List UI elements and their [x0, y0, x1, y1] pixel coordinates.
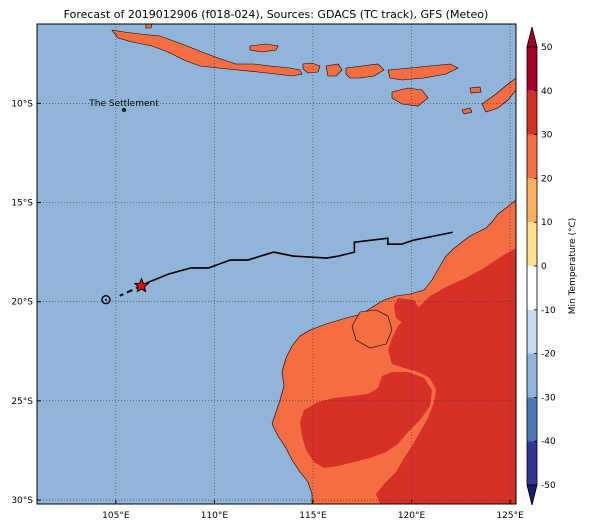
- landmass-lombok: [325, 63, 343, 77]
- y-tick-label: 30°S: [11, 496, 33, 506]
- forecast-position-marker: [101, 295, 111, 305]
- forecast-ring: [101, 295, 111, 305]
- landmass-madura: [249, 43, 279, 53]
- landmass-java: [111, 29, 303, 77]
- landmass-islet-north: [145, 24, 153, 29]
- storm-track-line: [141, 231, 454, 287]
- christmas-island: [121, 107, 127, 113]
- colorbar-band: [527, 222, 537, 266]
- colorbar-band: [527, 134, 537, 179]
- temperature-colorbar: 50 40 30 20 10 0 -10 -20 -30 -40 -50: [526, 26, 556, 506]
- map-gridlines: [37, 24, 516, 504]
- colorbar-band: [527, 266, 537, 310]
- star-icon: [133, 277, 150, 293]
- x-tick-label: 110°E: [201, 511, 229, 521]
- colorbar-title: Min Temperature (°C): [568, 218, 578, 315]
- colorbar-tick-label: -10: [541, 306, 556, 316]
- y-tick-label: 10°S: [11, 99, 33, 109]
- x-axis-ticks: 105°E 110°E 115°E 120°E 125°E: [102, 500, 524, 521]
- y-tick-label: 15°S: [11, 199, 33, 209]
- colorbar-tick-label: 10: [541, 218, 553, 228]
- map-plot-area: The Settlement: [37, 24, 516, 504]
- colorbar-tick-label: 0: [541, 262, 547, 272]
- y-axis-ticks: 10°S 15°S 20°S 25°S 30°S: [11, 99, 41, 506]
- colorbar-tick-label: 50: [541, 43, 553, 53]
- colorbar-tick-label: 20: [541, 174, 553, 184]
- y-tick-label: 25°S: [11, 397, 33, 407]
- colorbar-extend-bottom: [526, 484, 538, 506]
- x-tick-label: 115°E: [299, 511, 327, 521]
- x-tick-label: 125°E: [496, 511, 524, 521]
- x-tick-label: 105°E: [102, 511, 130, 521]
- colorbar-band: [527, 353, 537, 398]
- colorbar-band: [527, 309, 537, 354]
- current-position-star-icon: [133, 277, 150, 293]
- landmass-sumbawa: [345, 63, 385, 79]
- colorbar-tick-label: -20: [541, 350, 556, 360]
- colorbar-band: [527, 47, 537, 91]
- map-title: Forecast of 2019012906 (f018-024), Sourc…: [64, 8, 489, 21]
- map-frame: [36, 23, 517, 505]
- landmass-savu: [469, 86, 482, 94]
- colorbar-band: [527, 397, 537, 442]
- australia-hot-zone-north: [376, 248, 516, 504]
- colorbar-tick-label: -40: [541, 437, 556, 447]
- australia-warm-patch-pilbara: [351, 309, 393, 349]
- place-label-the-settlement: The Settlement: [88, 99, 159, 109]
- colorbar-tick-label: -50: [541, 481, 556, 491]
- landmass-sumba: [391, 87, 429, 107]
- landmass-flores: [387, 63, 459, 81]
- colorbar-tick-label: 40: [541, 87, 553, 97]
- landmass-roti: [461, 107, 473, 115]
- colorbar-band: [527, 441, 537, 485]
- colorbar-band: [527, 90, 537, 135]
- colorbar-tick-label: -30: [541, 393, 556, 403]
- colorbar-band: [527, 178, 537, 223]
- colorbar-tick-label: 30: [541, 131, 553, 141]
- landmass-bali: [302, 62, 321, 74]
- y-tick-label: 20°S: [11, 298, 33, 308]
- australia-hot-zone-west: [300, 372, 432, 468]
- colorbar-extend-top: [526, 26, 538, 48]
- forecast-dot: [104, 298, 107, 301]
- x-tick-label: 120°E: [398, 511, 426, 521]
- australia-hot-zone-kimberley: [394, 298, 420, 324]
